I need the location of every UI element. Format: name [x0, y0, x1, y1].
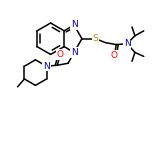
Text: O: O: [57, 50, 64, 59]
Text: O: O: [111, 51, 118, 60]
Text: N: N: [43, 62, 50, 71]
Text: S: S: [93, 34, 99, 43]
Text: N: N: [71, 20, 77, 29]
Text: N: N: [124, 39, 130, 48]
Text: N: N: [71, 48, 77, 57]
